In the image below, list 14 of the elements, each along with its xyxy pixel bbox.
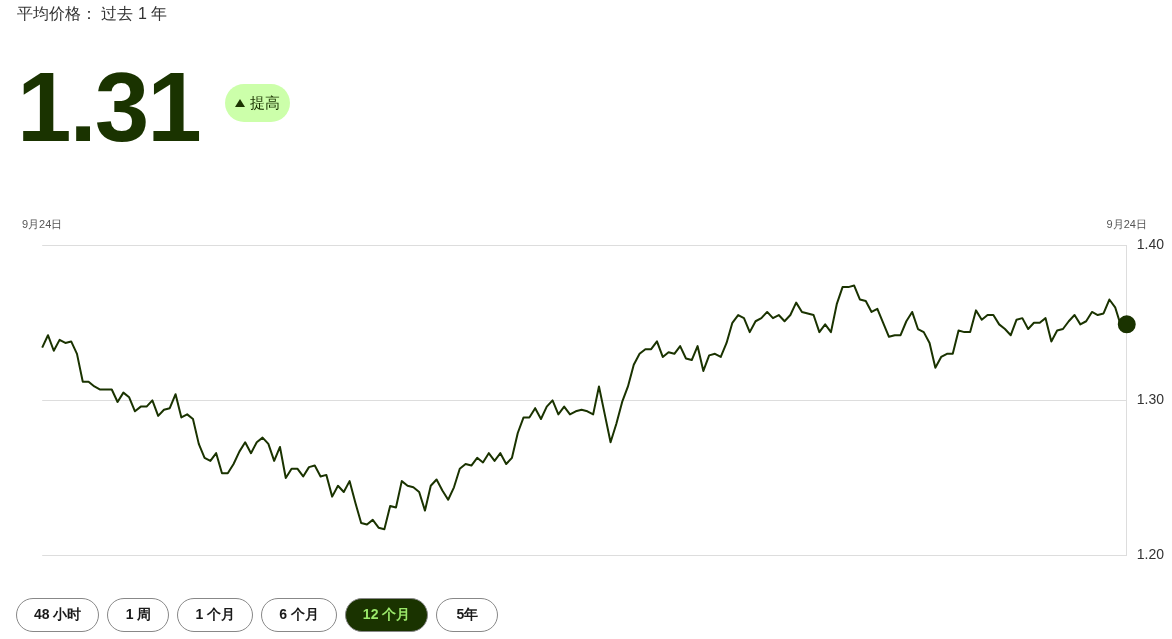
text: 48 小时 — [16, 598, 100, 632]
x-tick-label: 9月24日 — [22, 217, 63, 230]
y-tick-label: 1.20 — [1136, 546, 1165, 563]
x-tick-label: 9月24日 — [1106, 217, 1147, 230]
text: 5年 — [436, 598, 499, 632]
text: 提高 — [250, 93, 280, 113]
text: 1 周 — [107, 598, 170, 632]
text: 12 个月 — [344, 598, 429, 632]
y-tick-label: 1.40 — [1136, 236, 1165, 253]
chart-title: 平均价格： 过去 1 年 — [17, 4, 168, 24]
text: 1 个月 — [177, 598, 254, 632]
text: 6 个月 — [261, 598, 337, 632]
y-tick-label: 1.30 — [1136, 391, 1165, 408]
chart-subtitle: 1.31 — [17, 52, 200, 162]
